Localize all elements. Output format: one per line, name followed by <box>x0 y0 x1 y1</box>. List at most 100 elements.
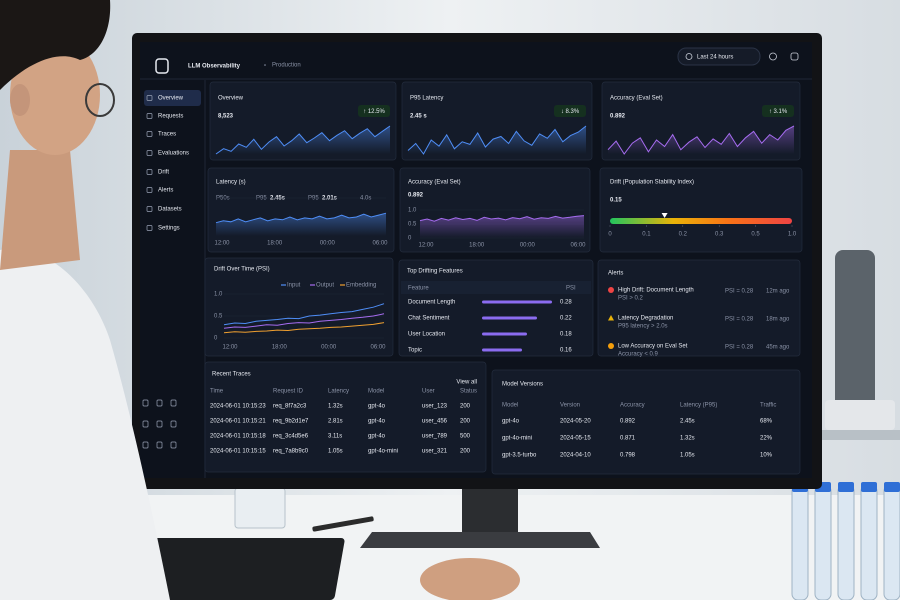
tube-cap <box>861 482 877 492</box>
trace-cell[interactable]: 2024-06-01 10:15:23 <box>210 404 266 410</box>
trace-cell[interactable]: 200 <box>460 449 471 455</box>
trace-cell[interactable]: user_321 <box>422 449 448 455</box>
x-tick-label: 18:00 <box>272 345 288 351</box>
model-cell: 68% <box>760 419 773 425</box>
latency-stat: P95 <box>256 196 267 202</box>
trace-cell[interactable]: req_8f7a2c3 <box>273 404 307 410</box>
nav-item[interactable]: Settings <box>158 226 180 232</box>
chart-line <box>223 313 385 329</box>
trace-cell[interactable]: req_7a8b9c0 <box>273 449 309 455</box>
feature-psi: 0.28 <box>560 300 572 306</box>
trace-cell[interactable]: gpt-4o-mini <box>368 449 398 455</box>
x-tick-label: 00:00 <box>520 243 536 249</box>
sidebar-tool-icon[interactable] <box>142 441 149 449</box>
trace-cell[interactable]: 2024-06-01 10:15:18 <box>210 434 266 440</box>
trace-cell[interactable]: req_3c4d5e6 <box>273 434 309 440</box>
sidebar-tool-icon[interactable] <box>142 399 149 407</box>
legend-label: Output <box>316 283 334 289</box>
table-header: Feature <box>408 286 429 292</box>
table-header: Latency (P95) <box>680 403 717 409</box>
trace-cell[interactable]: 3.11s <box>328 434 342 440</box>
alert-metric: PSI = 0.28 <box>725 345 754 351</box>
sidebar-tool-icon[interactable] <box>170 441 177 449</box>
trace-cell[interactable]: gpt-4o <box>368 404 386 410</box>
trace-cell[interactable]: 2.81s <box>328 419 343 425</box>
feature-name: Topic <box>408 348 422 354</box>
sidebar-tool-icon[interactable] <box>156 420 163 428</box>
trace-cell[interactable]: user_456 <box>422 419 448 425</box>
nav-item[interactable]: Overview <box>158 96 184 102</box>
view-all-link[interactable]: View all <box>456 380 477 386</box>
time-range[interactable]: Last 24 hours <box>697 55 733 61</box>
microscope-body <box>835 250 875 410</box>
trace-cell[interactable]: 2024-06-01 10:15:21 <box>210 419 266 425</box>
model-cell: 22% <box>760 436 773 442</box>
sparkline <box>607 125 795 155</box>
trace-cell[interactable]: 200 <box>460 404 471 410</box>
trace-cell[interactable]: 1.32s <box>328 404 343 410</box>
nav-active[interactable] <box>144 90 201 106</box>
tube-cap <box>838 482 854 492</box>
sparkline <box>215 125 391 155</box>
x-tick-label: 18:00 <box>469 243 485 249</box>
x-tick-label: 12:00 <box>222 345 238 351</box>
sidebar-tool-icon[interactable] <box>156 399 163 407</box>
alert-time: 18m ago <box>766 317 790 323</box>
spark-area <box>608 126 794 154</box>
alert-title[interactable]: Latency Degradation <box>618 316 673 322</box>
trace-cell[interactable]: req_9b2d1e7 <box>273 419 309 425</box>
trace-cell[interactable]: gpt-4o <box>368 434 386 440</box>
feature-psi: 0.18 <box>560 332 572 338</box>
nav-item[interactable]: Alerts <box>158 188 173 194</box>
kpi-change: ↑ 12.5% <box>363 109 385 115</box>
gauge-tick-label: 1.0 <box>788 232 797 238</box>
alert-title[interactable]: Low Accuracy on Eval Set <box>618 344 688 350</box>
alert-detail: P95 latency > 2.0s <box>618 324 668 330</box>
shelf-right <box>815 430 900 440</box>
alert-title[interactable]: High Drift: Document Length <box>618 288 694 294</box>
alert-icon <box>608 287 614 293</box>
chart-area <box>420 215 584 238</box>
kpi-title: P95 Latency <box>410 96 443 102</box>
model-cell: 10% <box>760 453 773 459</box>
gauge-tick-label: 0.3 <box>715 232 724 238</box>
x-tick-label: 06:00 <box>372 241 388 247</box>
y-tick-label: 0.5 <box>408 222 417 228</box>
nav-item[interactable]: Evaluations <box>158 151 189 157</box>
person-hand <box>420 558 520 600</box>
refresh-icon[interactable] <box>769 52 777 61</box>
sidebar-tool-icon[interactable] <box>142 420 149 428</box>
trace-cell[interactable]: 2024-06-01 10:15:15 <box>210 449 266 455</box>
sparkline <box>407 125 587 155</box>
sidebar-tool-icon[interactable] <box>156 441 163 449</box>
card-title: Drift Over Time (PSI) <box>214 267 270 273</box>
table-header: Time <box>210 389 224 395</box>
time-range-picker[interactable] <box>677 47 761 66</box>
trace-cell[interactable]: gpt-4o <box>368 419 386 425</box>
feature-name: Chat Sentiment <box>408 316 450 322</box>
trace-cell[interactable]: user_123 <box>422 404 448 410</box>
test-tube <box>814 484 832 600</box>
kpi-change: ↓ 8.3% <box>561 109 580 115</box>
trace-cell[interactable]: 500 <box>460 434 471 440</box>
trace-cell[interactable]: 200 <box>460 419 471 425</box>
x-tick-label: 12:00 <box>214 241 230 247</box>
spark-area <box>408 126 586 154</box>
nav-item[interactable]: Datasets <box>158 207 182 213</box>
sidebar-tool-icon[interactable] <box>170 420 177 428</box>
gauge-tick-label: 0 <box>608 232 612 238</box>
nav-item[interactable]: Requests <box>158 114 183 120</box>
settings-icon[interactable] <box>790 52 799 61</box>
model-cell: 0.798 <box>620 453 636 459</box>
feature-name: User Location <box>408 332 445 338</box>
trace-cell[interactable]: user_789 <box>422 434 448 440</box>
table-header: Model <box>502 403 518 409</box>
nav-item[interactable]: Traces <box>158 132 176 138</box>
sidebar-tool-icon[interactable] <box>170 399 177 407</box>
nav-item[interactable]: Drift <box>158 170 169 176</box>
test-tube <box>791 484 809 600</box>
tube-cap <box>884 482 900 492</box>
trace-cell[interactable]: 1.05s <box>328 449 343 455</box>
x-tick-label: 00:00 <box>321 345 337 351</box>
model-cell: gpt-3.5-turbo <box>502 453 537 459</box>
